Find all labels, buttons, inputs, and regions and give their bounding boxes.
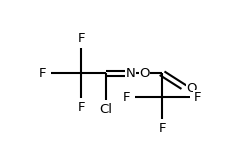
Text: Cl: Cl [99, 103, 112, 116]
Text: F: F [123, 91, 130, 104]
Text: F: F [77, 101, 85, 114]
Text: N: N [126, 67, 135, 80]
Text: F: F [158, 122, 166, 135]
Text: F: F [194, 91, 201, 104]
Text: F: F [77, 32, 85, 45]
Text: O: O [139, 67, 150, 80]
Text: F: F [38, 67, 46, 80]
Text: O: O [187, 82, 197, 95]
